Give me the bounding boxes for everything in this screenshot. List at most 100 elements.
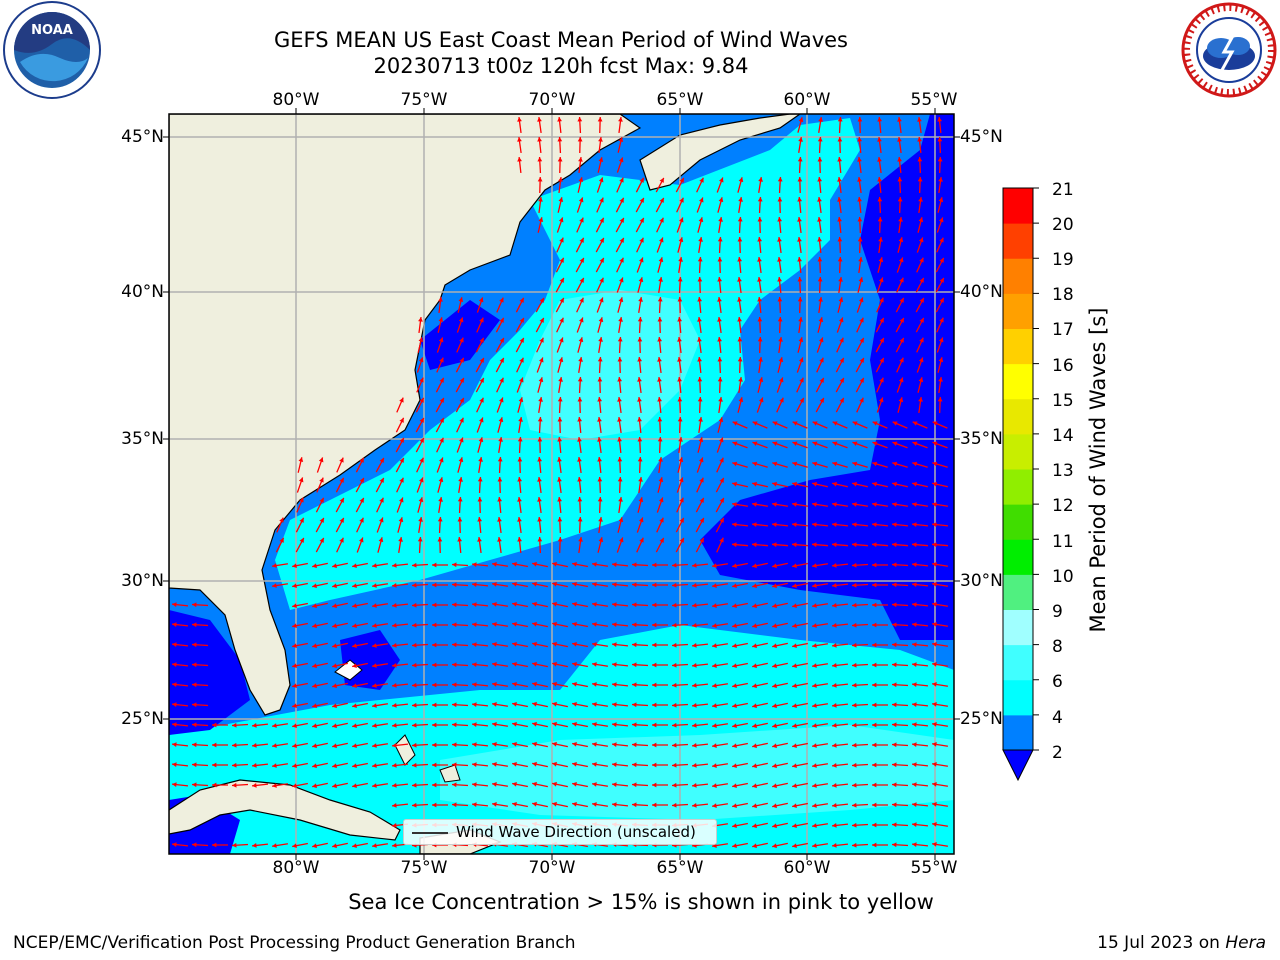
- wave-direction-arrow: [817, 236, 823, 254]
- wave-direction-arrow: [836, 337, 844, 353]
- wave-direction-arrow: [938, 376, 943, 394]
- wave-direction-arrow: [518, 416, 523, 434]
- wave-direction-arrow: [871, 842, 889, 848]
- wave-direction-arrow: [812, 441, 828, 449]
- wave-direction-arrow: [732, 822, 748, 829]
- wave-direction-arrow: [837, 216, 843, 234]
- wave-direction-arrow: [675, 177, 685, 193]
- wave-direction-arrow: [597, 456, 603, 474]
- wave-direction-arrow: [512, 661, 528, 668]
- wave-direction-arrow: [891, 562, 909, 568]
- wave-direction-arrow: [871, 502, 889, 507]
- wave-direction-arrow: [577, 416, 583, 434]
- wave-direction-arrow: [471, 662, 489, 667]
- wave-direction-arrow: [611, 742, 629, 747]
- wave-direction-arrow: [431, 782, 449, 788]
- wave-direction-arrow: [651, 662, 669, 668]
- wave-direction-arrow: [915, 277, 925, 293]
- wave-direction-arrow: [732, 622, 748, 629]
- wave-direction-arrow: [891, 702, 909, 708]
- wave-direction-arrow: [558, 176, 563, 194]
- wave-direction-arrow: [851, 622, 869, 628]
- wave-direction-arrow: [892, 461, 908, 468]
- wave-direction-arrow: [411, 662, 429, 668]
- wave-direction-arrow: [691, 563, 709, 568]
- wave-direction-arrow: [837, 256, 843, 274]
- chart-subtitle: 20230713 t00z 120h fcst Max: 9.84: [373, 54, 749, 78]
- colorbar-tick: 9: [1052, 602, 1063, 622]
- wave-direction-arrow: [711, 623, 729, 628]
- wave-direction-arrow: [415, 417, 425, 433]
- wave-direction-arrow: [191, 682, 209, 688]
- wave-direction-arrow: [515, 297, 525, 313]
- wave-direction-arrow: [411, 782, 429, 788]
- wave-direction-arrow: [352, 762, 368, 769]
- wave-direction-arrow: [751, 542, 769, 548]
- wave-direction-arrow: [698, 236, 703, 254]
- wave-direction-arrow: [471, 782, 489, 787]
- wave-direction-arrow: [831, 843, 849, 848]
- wave-direction-arrow: [637, 376, 642, 394]
- wave-direction-arrow: [931, 582, 949, 587]
- wave-direction-arrow: [852, 421, 868, 429]
- wave-direction-arrow: [791, 502, 809, 507]
- wave-direction-arrow: [737, 177, 744, 193]
- wave-direction-arrow: [498, 436, 503, 454]
- wave-direction-arrow: [556, 217, 564, 233]
- wave-direction-arrow: [877, 216, 883, 234]
- footer-date-text: 15 Jul 2023 on: [1097, 933, 1226, 953]
- wave-direction-arrow: [371, 583, 389, 588]
- wave-direction-arrow: [515, 317, 525, 333]
- wave-direction-arrow: [891, 742, 909, 748]
- wave-direction-arrow: [391, 723, 409, 728]
- wave-direction-arrow: [396, 497, 404, 513]
- svg-text:NOAA: NOAA: [31, 23, 73, 38]
- wave-direction-arrow: [737, 336, 743, 354]
- wave-direction-arrow: [631, 702, 649, 708]
- wave-direction-arrow: [191, 662, 209, 668]
- wave-direction-arrow: [851, 822, 869, 828]
- colorbar-tick: 8: [1052, 637, 1063, 657]
- wave-direction-arrow: [916, 237, 924, 253]
- wave-direction-arrow: [891, 642, 909, 648]
- wave-direction-arrow: [617, 416, 622, 434]
- wave-direction-arrow: [516, 357, 524, 373]
- wave-direction-arrow: [171, 722, 189, 727]
- wave-direction-arrow: [577, 476, 583, 494]
- wave-direction-arrow: [696, 177, 704, 193]
- wave-direction-arrow: [637, 356, 643, 374]
- wave-direction-arrow: [655, 177, 665, 193]
- wave-direction-arrow: [231, 842, 249, 848]
- wave-direction-arrow: [637, 336, 643, 354]
- wave-direction-arrow: [717, 316, 722, 334]
- wave-direction-arrow: [931, 682, 949, 687]
- wave-direction-arrow: [312, 622, 328, 629]
- wave-direction-arrow: [772, 662, 788, 669]
- wave-direction-arrow: [332, 562, 348, 569]
- wave-direction-arrow: [552, 581, 568, 588]
- wave-direction-arrow: [517, 397, 524, 413]
- wave-direction-arrow: [732, 582, 748, 589]
- wave-direction-arrow: [396, 397, 404, 413]
- wave-direction-arrow: [591, 762, 609, 767]
- wave-direction-arrow: [457, 297, 464, 313]
- wave-direction-arrow: [671, 622, 689, 628]
- wave-direction-arrow: [371, 663, 389, 668]
- wave-direction-arrow: [352, 782, 368, 789]
- wave-direction-arrow: [171, 842, 189, 847]
- wave-direction-arrow: [497, 417, 504, 433]
- colorbar-segment: [1003, 363, 1033, 400]
- wave-direction-arrow: [738, 196, 743, 214]
- wave-direction-arrow: [611, 602, 629, 607]
- wave-direction-arrow: [537, 176, 543, 194]
- wave-direction-arrow: [598, 516, 603, 534]
- wave-direction-arrow: [557, 516, 563, 534]
- footer-host: Hera: [1225, 933, 1266, 953]
- wave-direction-arrow: [292, 682, 308, 689]
- wave-direction-arrow: [312, 682, 328, 689]
- wave-direction-arrow: [831, 683, 849, 688]
- wave-direction-arrow: [911, 582, 929, 587]
- wave-direction-arrow: [891, 682, 909, 688]
- wave-direction-arrow: [591, 782, 609, 787]
- wave-direction-arrow: [918, 396, 923, 414]
